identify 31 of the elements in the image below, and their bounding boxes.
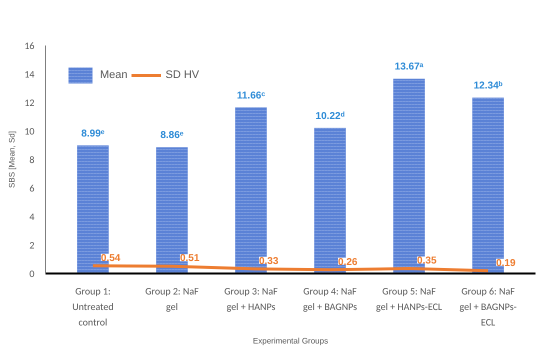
data-label: 12.34ᵇ bbox=[474, 80, 503, 92]
x-tick-label: Group 1: Untreated control bbox=[72, 284, 114, 329]
y-tick-label: 16 bbox=[24, 39, 35, 52]
legend-label: SD HV bbox=[166, 69, 200, 81]
data-label: 0.54 bbox=[100, 252, 121, 264]
y-tick-label: 10 bbox=[24, 124, 35, 138]
y-tick-label: 14 bbox=[24, 68, 35, 80]
data-label: 11.66ᶜ bbox=[236, 90, 266, 102]
data-label: 13.67ᵃ bbox=[394, 62, 424, 73]
data-label: 0.35 bbox=[417, 256, 437, 267]
y-tick-label: 2 bbox=[29, 238, 35, 252]
x-tick-label: Group 6: NaF gel + BAGNPs-ECL bbox=[459, 284, 517, 329]
x-tick-label: Group 3: NaF gel + HANPs bbox=[224, 284, 278, 314]
data-label: 10.22ᵈ bbox=[316, 110, 345, 122]
y-tick-label: 0 bbox=[29, 267, 35, 280]
y-tick-label: 8 bbox=[29, 153, 35, 166]
data-label: 0.26 bbox=[338, 256, 358, 268]
x-axis-title: Experimental Groups bbox=[252, 336, 328, 346]
x-tick-label: Group 5: NaF gel + HANPs-ECL bbox=[376, 284, 443, 314]
x-tick-label: Group 4: NaF gel + BAGNPs bbox=[302, 284, 358, 314]
x-tick-label: Group 2: NaF gel bbox=[145, 284, 200, 314]
y-tick-label: 12 bbox=[24, 96, 35, 109]
y-tick-label: 4 bbox=[29, 210, 35, 223]
data-label: 8.86ᵉ bbox=[160, 130, 184, 142]
legend-label: Mean bbox=[100, 69, 128, 81]
y-tick-label: 6 bbox=[29, 182, 35, 194]
data-label: 0.19 bbox=[496, 258, 516, 269]
y-axis-title: SBS [Mean, Sd] bbox=[7, 131, 16, 188]
data-label: 8.99ᵉ bbox=[81, 128, 105, 140]
data-label: 0.51 bbox=[180, 253, 200, 264]
data-label: 0.33 bbox=[258, 256, 279, 267]
